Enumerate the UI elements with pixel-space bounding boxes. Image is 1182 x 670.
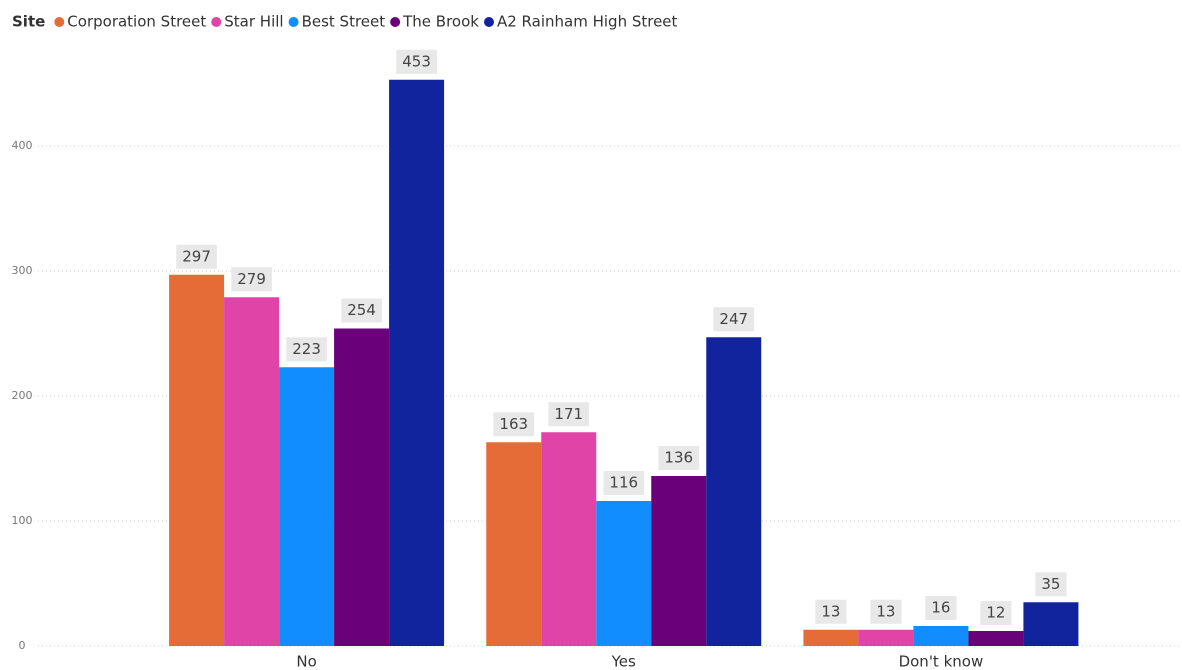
data-label: 247 bbox=[719, 310, 748, 328]
data-label-bg bbox=[603, 471, 645, 495]
bar bbox=[706, 337, 762, 646]
data-label-bg bbox=[493, 412, 535, 437]
bar bbox=[541, 432, 597, 646]
bar bbox=[651, 476, 707, 646]
x-tick-label: Don't know bbox=[899, 653, 984, 670]
legend-label: Star Hill bbox=[224, 13, 283, 31]
data-label-bg bbox=[396, 49, 437, 74]
bar bbox=[803, 629, 859, 646]
bar bbox=[968, 631, 1024, 646]
bar bbox=[169, 274, 225, 646]
data-label: 16 bbox=[931, 599, 950, 617]
bar bbox=[279, 367, 335, 646]
legend-label: A2 Rainham High Street bbox=[497, 13, 678, 31]
x-tick-label: No bbox=[296, 653, 316, 670]
legend-label: Best Street bbox=[302, 13, 386, 31]
data-label-bg bbox=[815, 599, 847, 624]
legend-marker bbox=[483, 17, 494, 27]
data-label: 297 bbox=[182, 247, 211, 265]
data-label: 171 bbox=[554, 405, 583, 423]
data-label-bg bbox=[925, 596, 957, 620]
legend-marker bbox=[390, 17, 401, 27]
data-label: 163 bbox=[499, 415, 528, 433]
data-label-bg bbox=[176, 244, 217, 269]
data-label-bg bbox=[658, 446, 700, 470]
bar bbox=[1023, 602, 1079, 646]
data-label: 136 bbox=[664, 449, 693, 467]
bar bbox=[389, 79, 445, 646]
bar bbox=[334, 328, 390, 646]
data-label: 254 bbox=[347, 301, 376, 319]
data-label: 13 bbox=[821, 602, 840, 620]
y-tick-label: 300 bbox=[12, 264, 33, 277]
legend-label: The Brook bbox=[402, 13, 479, 31]
bar bbox=[224, 297, 280, 646]
legend-marker bbox=[54, 17, 65, 27]
y-tick-label: 200 bbox=[12, 389, 33, 402]
data-label-bg bbox=[286, 337, 327, 362]
data-label-bg bbox=[870, 599, 902, 624]
data-label: 279 bbox=[237, 270, 266, 288]
data-label-bg bbox=[231, 267, 272, 292]
data-label: 35 bbox=[1041, 575, 1060, 593]
y-tick-label: 400 bbox=[12, 139, 33, 152]
data-label: 116 bbox=[609, 474, 638, 492]
data-label: 453 bbox=[402, 52, 431, 70]
legend-marker bbox=[288, 17, 299, 27]
y-tick-label: 100 bbox=[12, 514, 33, 527]
bar bbox=[596, 501, 652, 646]
data-label-bg bbox=[713, 307, 755, 332]
data-label: 13 bbox=[876, 602, 895, 620]
legend-label: Corporation Street bbox=[67, 13, 206, 31]
y-tick-label: 0 bbox=[19, 639, 26, 652]
data-label: 12 bbox=[986, 604, 1005, 622]
data-label-bg bbox=[341, 298, 382, 323]
legend-marker bbox=[211, 17, 222, 27]
data-label: 223 bbox=[292, 340, 321, 358]
x-tick-label: Yes bbox=[611, 653, 636, 670]
data-label-bg bbox=[1035, 572, 1067, 597]
data-label-bg bbox=[980, 601, 1012, 625]
bar bbox=[858, 629, 914, 646]
data-label-bg bbox=[548, 402, 590, 427]
bar bbox=[486, 442, 542, 646]
bar bbox=[913, 626, 969, 646]
legend-title: Site bbox=[12, 13, 45, 31]
